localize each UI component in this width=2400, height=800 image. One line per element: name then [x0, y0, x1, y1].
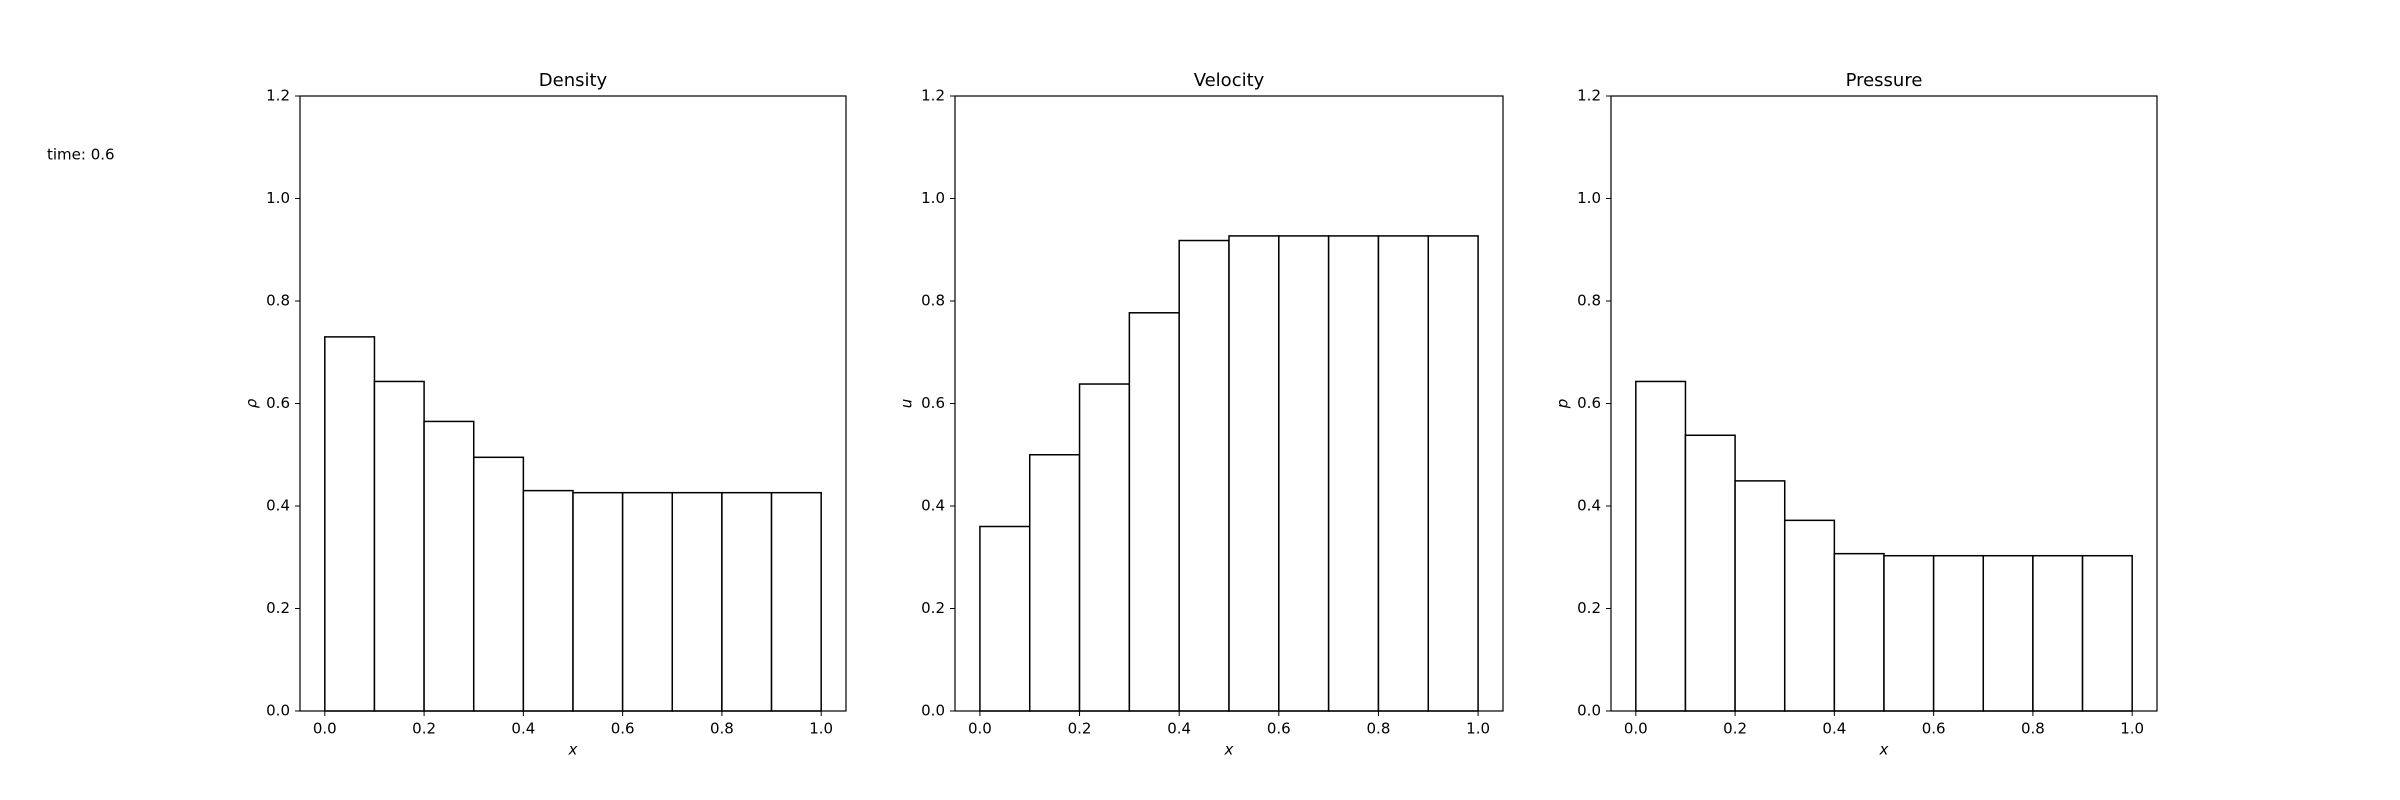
y-axis-label: ρ	[243, 398, 261, 408]
y-tick-label: 1.0	[266, 189, 290, 207]
x-tick-label: 0.0	[1624, 720, 1648, 738]
y-tick-label: 0.2	[266, 599, 290, 617]
x-tick-label: 0.6	[1922, 720, 1946, 738]
x-axis-label: x	[1879, 741, 1889, 759]
bar	[671, 491, 723, 712]
y-tick-label: 0.0	[1577, 702, 1601, 720]
y-tick-label: 0.8	[1577, 292, 1601, 310]
bar	[373, 380, 425, 712]
bar	[1278, 235, 1330, 712]
y-tick-label: 0.4	[1577, 497, 1601, 515]
x-tick-label: 0.8	[710, 720, 734, 738]
bar	[1078, 383, 1131, 712]
bar	[572, 491, 624, 712]
y-tick-label: 0.4	[266, 497, 290, 515]
bar	[1833, 552, 1885, 712]
chart-title: Velocity	[1194, 70, 1265, 91]
x-tick-label: 0.2	[412, 720, 436, 738]
y-tick-label: 0.8	[266, 292, 290, 310]
y-axis-label: p	[1554, 399, 1572, 410]
x-tick-label: 0.8	[2021, 720, 2045, 738]
y-tick-label: 0.6	[1577, 394, 1601, 412]
y-tick-label: 0.0	[921, 702, 945, 720]
y-axis-label: u	[898, 399, 916, 409]
x-tick-label: 1.0	[2120, 720, 2144, 738]
x-tick-label: 0.0	[968, 720, 992, 738]
x-tick-label: 0.2	[1068, 720, 1092, 738]
time-annotation: time: 0.6	[47, 146, 115, 164]
chart-title: Pressure	[1846, 70, 1923, 91]
y-tick-label: 0.4	[921, 497, 945, 515]
y-tick-label: 0.2	[921, 599, 945, 617]
bar	[979, 525, 1031, 712]
bar	[1684, 434, 1736, 712]
bar	[770, 491, 822, 712]
y-tick-label: 0.2	[1577, 599, 1601, 617]
x-axis-label: x	[1224, 741, 1234, 759]
bar	[721, 491, 773, 712]
x-tick-label: 0.4	[511, 720, 535, 738]
bar	[324, 336, 376, 712]
x-tick-label: 0.4	[1167, 720, 1191, 738]
bar	[1734, 480, 1786, 712]
bar	[1228, 235, 1280, 712]
bar	[472, 456, 525, 712]
bar	[1427, 235, 1479, 712]
y-tick-label: 1.0	[1577, 189, 1601, 207]
x-tick-label: 0.2	[1723, 720, 1747, 738]
bar	[2032, 554, 2084, 712]
bar	[1327, 235, 1380, 712]
y-tick-label: 1.2	[266, 87, 290, 105]
y-tick-label: 1.2	[921, 87, 945, 105]
y-tick-label: 0.6	[921, 394, 945, 412]
bar	[1783, 519, 1836, 712]
bar	[1635, 380, 1687, 712]
x-tick-label: 0.8	[1367, 720, 1391, 738]
bar	[1128, 312, 1180, 712]
bar	[1377, 235, 1430, 712]
chart-title: Density	[539, 70, 608, 91]
x-tick-label: 1.0	[809, 720, 833, 738]
x-tick-label: 0.6	[1267, 720, 1291, 738]
y-tick-label: 0.0	[266, 702, 290, 720]
y-tick-label: 1.2	[1577, 87, 1601, 105]
bar	[2081, 554, 2133, 712]
bar	[1028, 454, 1081, 712]
x-tick-label: 0.4	[1822, 720, 1846, 738]
x-tick-label: 0.6	[611, 720, 635, 738]
y-tick-label: 0.8	[921, 292, 945, 310]
y-tick-label: 1.0	[921, 189, 945, 207]
bar	[1883, 554, 1935, 712]
bar	[1982, 554, 2034, 712]
bar	[621, 491, 674, 712]
x-tick-label: 1.0	[1466, 720, 1490, 738]
y-tick-label: 0.6	[266, 394, 290, 412]
x-axis-label: x	[568, 741, 578, 759]
x-tick-label: 0.0	[313, 720, 337, 738]
bar	[423, 420, 475, 712]
bar	[1932, 554, 1985, 712]
bar	[1178, 239, 1230, 712]
bar	[522, 489, 574, 712]
